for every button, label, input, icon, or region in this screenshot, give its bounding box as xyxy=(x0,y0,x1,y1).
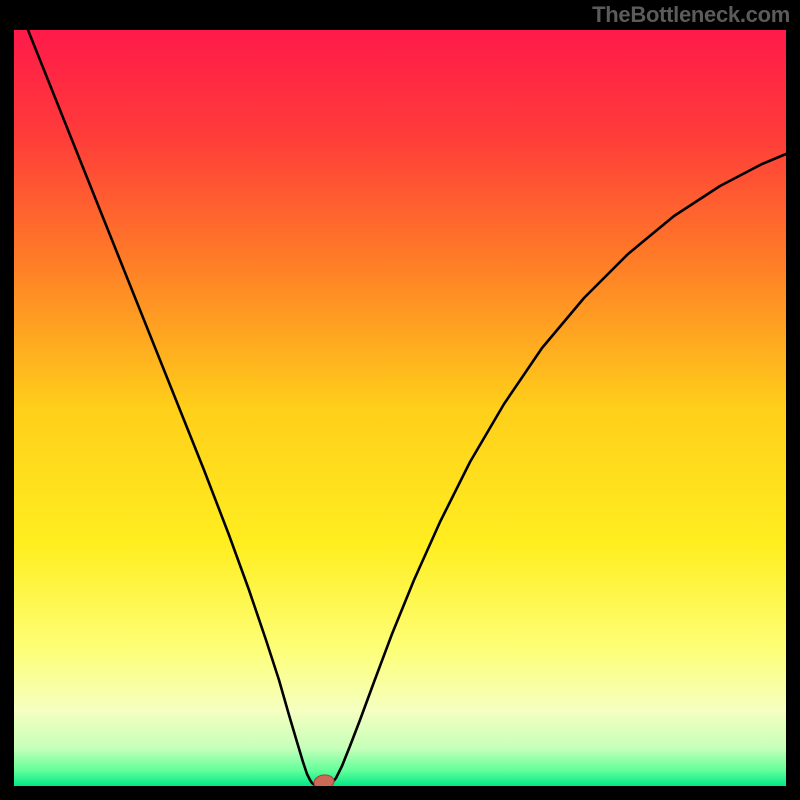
chart-border xyxy=(0,0,800,800)
chart-frame: TheBottleneck.com xyxy=(0,0,800,800)
watermark-text: TheBottleneck.com xyxy=(592,2,790,28)
